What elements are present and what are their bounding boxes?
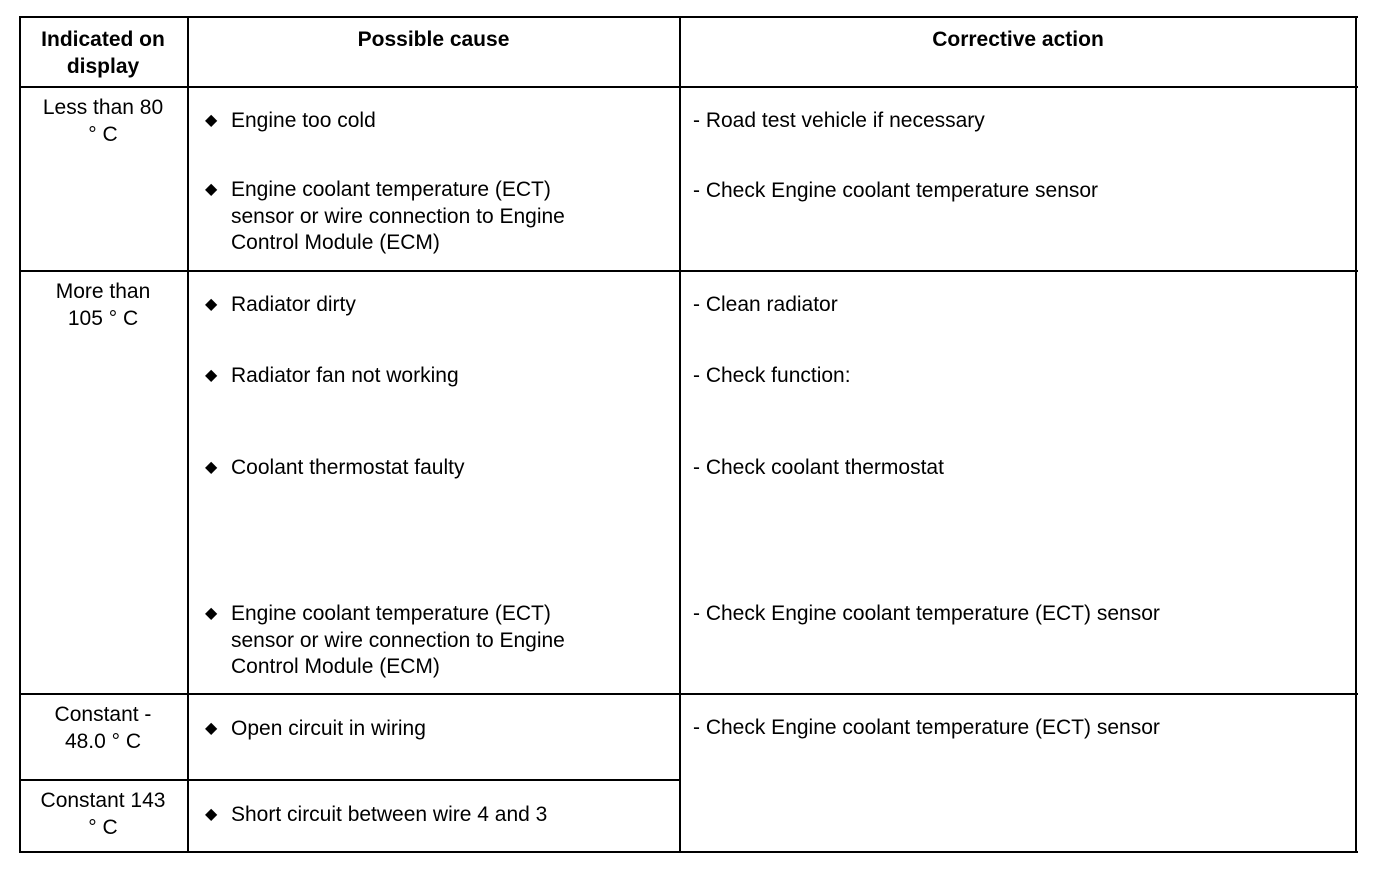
diamond-bullet-icon: ◆ (205, 181, 218, 198)
row-divider (19, 779, 681, 781)
cause-line: Engine coolant temperature (ECT) (231, 178, 551, 201)
indicated-line: ° C (88, 122, 118, 146)
table-border-bottom (19, 851, 1358, 853)
action-text: - Clean radiator (693, 293, 838, 316)
diamond-bullet-icon: ◆ (205, 296, 218, 313)
action-text: - Check Engine coolant temperature senso… (693, 179, 1099, 202)
header-possible-cause: Possible cause (357, 28, 510, 51)
cause-text: Coolant thermostat faulty (231, 456, 465, 479)
column-divider (187, 16, 189, 853)
diamond-bullet-icon: ◆ (205, 367, 218, 384)
indicated-cell: Constant - 48.0 ° C (19, 702, 187, 755)
indicated-line: ° C (88, 815, 118, 839)
cause-text: Open circuit in wiring (231, 717, 426, 740)
table-border-right (1355, 16, 1357, 853)
cause-line: Control Module (ECM) (231, 655, 440, 678)
cause-text: Radiator fan not working (231, 364, 459, 387)
cause-text: Engine too cold (231, 109, 376, 132)
action-text: - Check coolant thermostat (693, 456, 944, 479)
action-text: - Check function: (693, 364, 851, 387)
action-text: - Check Engine coolant temperature (ECT)… (693, 716, 1160, 739)
diamond-bullet-icon: ◆ (205, 459, 218, 476)
header-line: Indicated on (41, 28, 165, 51)
action-text: - Check Engine coolant temperature (ECT)… (693, 602, 1160, 625)
row-divider (19, 86, 1358, 88)
indicated-cell: Constant 143 ° C (19, 788, 187, 841)
diamond-bullet-icon: ◆ (205, 605, 218, 622)
cause-text: Engine coolant temperature (ECT) sensor … (231, 601, 565, 681)
diamond-bullet-icon: ◆ (205, 806, 218, 823)
indicated-line: Constant 143 (40, 789, 166, 812)
diamond-bullet-icon: ◆ (205, 720, 218, 737)
diamond-bullet-icon: ◆ (205, 112, 218, 129)
header-corrective-action: Corrective action (932, 28, 1104, 51)
indicated-cell: Less than 80 ° C (19, 95, 187, 148)
indicated-line: 105 ° C (67, 306, 139, 330)
table-border-left (19, 16, 21, 853)
row-divider (19, 270, 1358, 272)
header-indicated: Indicated on display (19, 27, 187, 80)
column-divider (679, 16, 681, 853)
cause-line: sensor or wire connection to Engine (231, 628, 565, 652)
indicated-line: Constant - (54, 703, 152, 726)
indicated-line: More than (55, 280, 151, 303)
action-text: - Road test vehicle if necessary (693, 109, 985, 132)
table-border-top (19, 16, 1358, 18)
header-line: display (66, 54, 140, 78)
cause-text: Short circuit between wire 4 and 3 (231, 803, 548, 826)
cause-line: Engine coolant temperature (ECT) (231, 602, 551, 625)
cause-line: Control Module (ECM) (231, 231, 440, 254)
cause-text: Radiator dirty (231, 293, 356, 316)
cause-text: Engine coolant temperature (ECT) sensor … (231, 177, 565, 257)
indicated-line: Less than 80 (42, 96, 164, 119)
indicated-line: 48.0 ° C (64, 729, 142, 753)
row-divider (19, 693, 1358, 695)
cause-line: sensor or wire connection to Engine (231, 204, 565, 228)
indicated-cell: More than 105 ° C (19, 279, 187, 332)
